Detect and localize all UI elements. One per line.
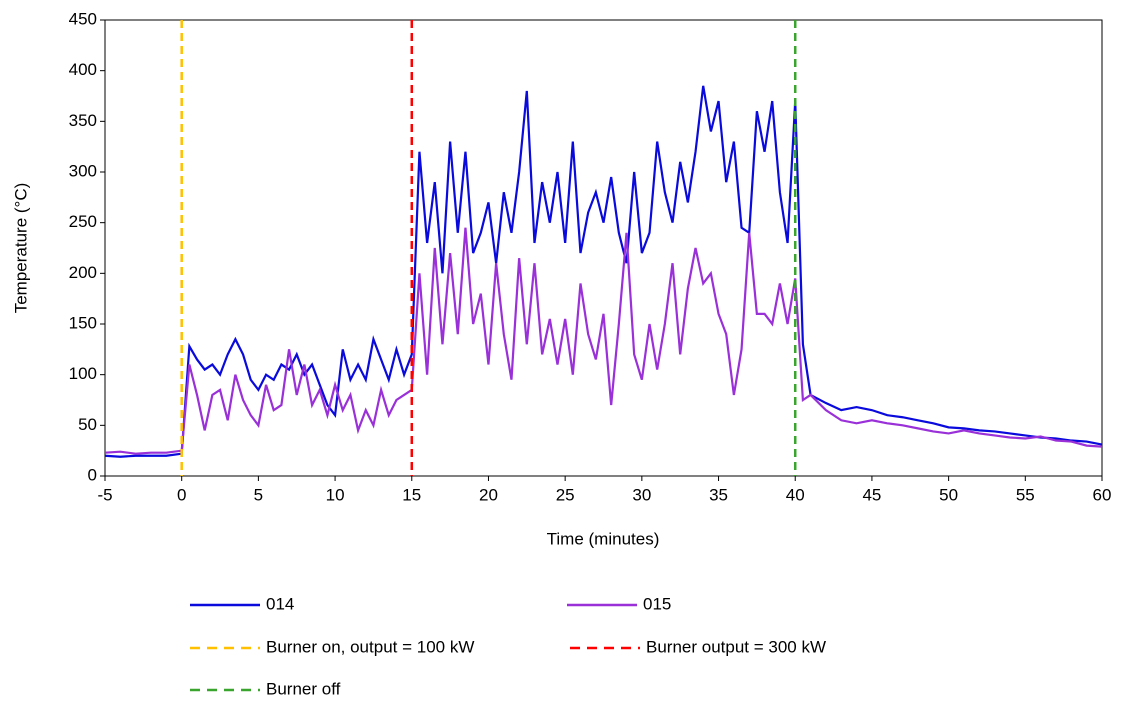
legend-label: Burner on, output = 100 kW bbox=[266, 637, 474, 656]
x-axis-label: Time (minutes) bbox=[547, 529, 660, 548]
x-tick-label: 50 bbox=[939, 485, 958, 504]
x-tick-label: 55 bbox=[1016, 485, 1035, 504]
line-series bbox=[104, 227, 1103, 455]
y-tick-label: 300 bbox=[69, 161, 97, 180]
x-tick-label: 10 bbox=[326, 485, 345, 504]
x-tick-label: 30 bbox=[632, 485, 651, 504]
y-tick-label: 0 bbox=[88, 465, 97, 484]
x-tick-label: 35 bbox=[709, 485, 728, 504]
y-tick-label: 50 bbox=[78, 415, 97, 434]
legend-label: Burner output = 300 kW bbox=[646, 637, 826, 656]
line-series bbox=[104, 85, 1103, 458]
y-axis-label: Temperature (°C) bbox=[11, 183, 30, 314]
x-tick-label: -5 bbox=[97, 485, 112, 504]
x-tick-label: 40 bbox=[786, 485, 805, 504]
x-tick-label: 60 bbox=[1093, 485, 1112, 504]
legend-label: 014 bbox=[266, 594, 294, 613]
y-tick-label: 150 bbox=[69, 313, 97, 332]
x-tick-label: 15 bbox=[402, 485, 421, 504]
x-tick-label: 5 bbox=[254, 485, 263, 504]
x-tick-label: 0 bbox=[177, 485, 186, 504]
legend-label: Burner off bbox=[266, 679, 341, 698]
x-tick-label: 45 bbox=[862, 485, 881, 504]
y-tick-label: 450 bbox=[69, 9, 97, 28]
y-tick-label: 200 bbox=[69, 263, 97, 282]
legend-label: 015 bbox=[643, 594, 671, 613]
plot-frame bbox=[104, 19, 1103, 477]
y-tick-label: 100 bbox=[69, 364, 97, 383]
y-tick-label: 400 bbox=[69, 60, 97, 79]
y-tick-label: 250 bbox=[69, 212, 97, 231]
x-tick-label: 20 bbox=[479, 485, 498, 504]
x-tick-label: 25 bbox=[556, 485, 575, 504]
y-tick-label: 350 bbox=[69, 111, 97, 130]
